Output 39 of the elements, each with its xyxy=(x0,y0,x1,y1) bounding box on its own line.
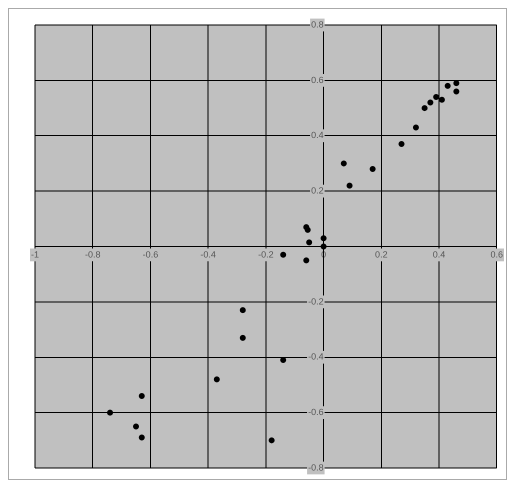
y-tick-label: -0.4 xyxy=(308,352,324,362)
x-tick-label: -0.6 xyxy=(142,249,158,260)
point xyxy=(107,410,114,416)
x-tick-label: -0.2 xyxy=(258,249,274,260)
y-tick-label: 0.4 xyxy=(311,130,324,140)
point xyxy=(320,244,327,250)
point xyxy=(453,88,460,94)
point xyxy=(138,434,145,441)
point xyxy=(370,166,376,172)
y-tick-label: 0.8 xyxy=(311,19,324,30)
point xyxy=(444,82,451,89)
point xyxy=(340,160,347,166)
x-tick-label: -0.8 xyxy=(84,249,100,260)
y-tick-label: -0.6 xyxy=(308,407,324,418)
point xyxy=(346,182,353,189)
y-tick-label: 0.2 xyxy=(311,186,324,196)
point xyxy=(268,437,275,444)
point xyxy=(240,307,246,314)
point xyxy=(427,100,434,106)
x-tick-label: 0.4 xyxy=(432,249,446,260)
point xyxy=(320,235,327,242)
point xyxy=(240,334,246,341)
y-tick-label: 0.6 xyxy=(311,74,324,85)
y-tick-label: -0.8 xyxy=(308,462,324,472)
point xyxy=(133,423,140,430)
point xyxy=(412,124,419,130)
point xyxy=(306,239,312,246)
point xyxy=(422,105,428,112)
point xyxy=(304,226,311,233)
y-tick-label: -0.2 xyxy=(308,296,324,306)
point xyxy=(138,393,145,400)
x-tick-label: -0.4 xyxy=(200,249,216,260)
point xyxy=(214,376,220,382)
x-tick-label: 0.2 xyxy=(375,249,388,260)
x-tick-label: -1 xyxy=(30,249,40,260)
point xyxy=(303,257,310,264)
x-tick-label: 0.6 xyxy=(490,249,503,260)
point xyxy=(280,252,286,258)
point xyxy=(398,141,405,148)
